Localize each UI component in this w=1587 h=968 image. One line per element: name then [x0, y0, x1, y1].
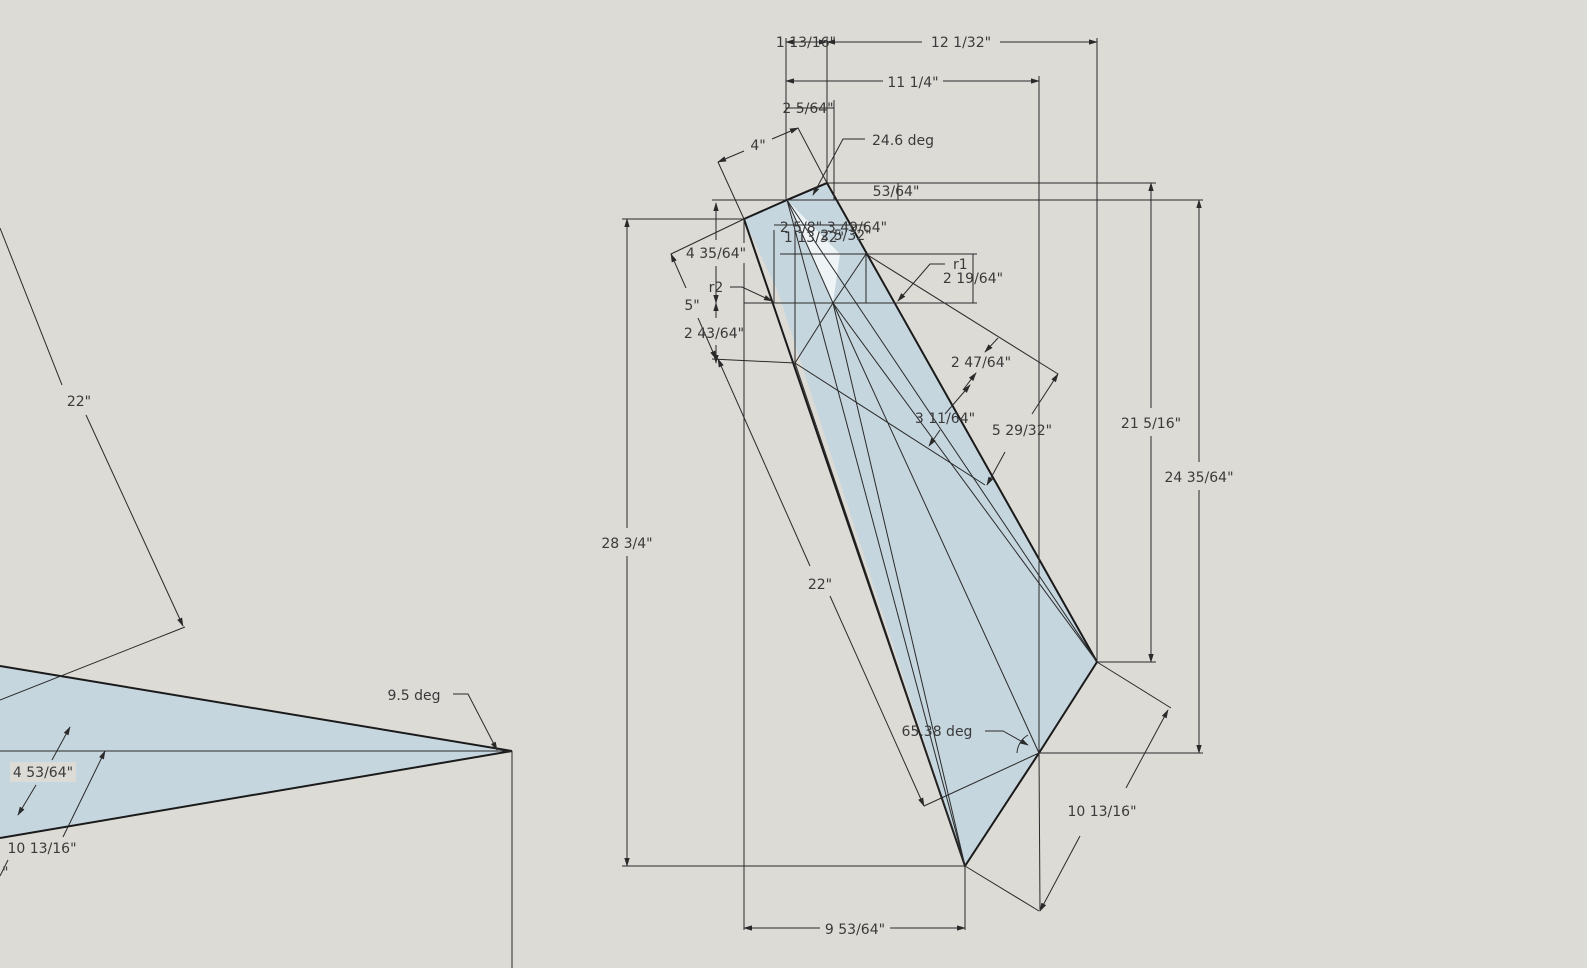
- dim-11-1-4-label: 11 1/4": [887, 75, 938, 91]
- dim-partial-left-label: ": [2, 865, 8, 881]
- dim-5-29-32: 5 29/32": [986, 373, 1059, 486]
- dim-3-49-64-label: 3 49/64": [827, 220, 887, 236]
- radius-r2-label: r2: [709, 280, 724, 296]
- inner-line-4: [832, 302, 966, 867]
- dim-1-13-16: 1 13/16": [776, 35, 836, 51]
- dim-4-35-64-label: 4 35/64": [686, 246, 746, 262]
- inner-line-8: [794, 362, 966, 867]
- right-piece-face: [744, 183, 1097, 866]
- dim-24-35-64-label: 24 35/64": [1164, 470, 1233, 486]
- dim-53-64-label: 53/64": [873, 184, 920, 200]
- dim-12-1-32-label: 12 1/32": [931, 35, 991, 51]
- dim-21-5-16-label: 21 5/16": [1121, 416, 1181, 432]
- dim-21-5-16: 21 5/16": [1118, 182, 1184, 663]
- dim-53-64: 53/64": [873, 183, 920, 200]
- dim-cluster-top: 2 5/8" 3 49/64" 1 13/32" 2 5/32": [774, 220, 887, 246]
- left-piece-bottom-edge: [0, 750, 513, 839]
- dim-2-47-64-label: 2 47/64": [951, 355, 1011, 371]
- dim-4-53-64: 4 53/64": [10, 726, 76, 816]
- dim-5-29-32-label: 5 29/32": [992, 423, 1052, 439]
- dim-4-label: 4": [750, 138, 765, 154]
- dim-1-13-32-label: 1 13/32": [784, 230, 844, 246]
- extension-lines: [622, 38, 1203, 930]
- dim-2-5-64: 2 5/64": [782, 100, 835, 200]
- dim-2-5-64-label: 2 5/64": [782, 101, 833, 117]
- dim-2-5-8-label: 2 5/8": [780, 220, 822, 236]
- dim-2-43-64-label: 2 43/64": [684, 326, 744, 342]
- angle-24-6-label: 24.6 deg: [872, 133, 934, 149]
- dim-2-47-64: 2 47/64": [865, 253, 1059, 391]
- inner-line-6: [794, 302, 834, 364]
- dim-5: 5": [670, 218, 745, 360]
- angle-9-5: 9.5 deg: [387, 688, 498, 751]
- dim-4: 4": [717, 127, 828, 220]
- dim-2-19-64: 2 19/64": [866, 253, 1003, 303]
- inner-line-2: [786, 199, 1098, 663]
- dim-10-13-16-left: 10 13/16" ": [0, 750, 106, 881]
- dim-4-53-64-label: 4 53/64": [13, 765, 73, 781]
- angle-65-38-label: 65.38 deg: [902, 724, 973, 740]
- dim-24-35-64: 24 35/64": [1163, 199, 1235, 754]
- left-piece[interactable]: [0, 626, 513, 968]
- left-piece-construction-line: [0, 626, 186, 701]
- dim-22-right-label: 22": [808, 577, 832, 593]
- dim-9-53-64-label: 9 53/64": [825, 922, 885, 938]
- dim-10-13-16-right-label: 10 13/16": [1067, 804, 1136, 820]
- angle-65-38: 65.38 deg: [902, 724, 1029, 754]
- dim-3-11-64: 3 11/64": [915, 384, 975, 447]
- angle-9-5-label: 9.5 deg: [387, 688, 440, 704]
- dim-11-1-4: 11 1/4": [785, 75, 1040, 91]
- dim-2-19-64-label: 2 19/64": [943, 271, 1003, 287]
- right-piece-top-edge: [786, 182, 828, 201]
- dim-28-3-4: 28 3/4": [597, 218, 659, 867]
- right-piece-inner-face: [787, 200, 840, 303]
- dim-1-13-16-label: 1 13/16": [776, 35, 836, 51]
- dim-22-left: 22": [0, 227, 184, 627]
- radius-r1-label: r1: [953, 257, 968, 273]
- left-piece-face: [0, 666, 512, 838]
- dim-4-35-64: 4 35/64": [684, 202, 748, 304]
- inner-line-3: [786, 199, 834, 304]
- left-piece-top-edge: [0, 665, 513, 752]
- dim-28-3-4-label: 28 3/4": [601, 536, 652, 552]
- dim-10-13-16-right: 10 13/16": [964, 661, 1172, 912]
- dim-10-13-16-left-label: 10 13/16": [7, 841, 76, 857]
- dim-2-5-32-label: 2 5/32": [820, 228, 871, 244]
- angle-24-6: 24.6 deg: [812, 133, 934, 196]
- inner-line-10: [832, 253, 867, 304]
- right-piece[interactable]: [743, 181, 1099, 869]
- radius-r1: r1: [897, 257, 968, 302]
- inner-line-1: [786, 199, 966, 867]
- dim-5-label: 5": [684, 298, 699, 314]
- dim-3-11-64-label: 3 11/64": [915, 411, 975, 427]
- dim-2-43-64: 2 43/64": [684, 302, 744, 364]
- inner-line-5: [832, 302, 1098, 663]
- inner-line-7: [794, 362, 986, 486]
- dim-12-1-32: 12 1/32": [826, 35, 1098, 51]
- radius-r2: r2: [709, 280, 773, 302]
- dim-22-right: 22": [717, 358, 1040, 807]
- dim-9-53-64: 9 53/64": [743, 918, 966, 938]
- inner-line-9: [832, 302, 1040, 754]
- dim-22-left-label: 22": [67, 394, 91, 410]
